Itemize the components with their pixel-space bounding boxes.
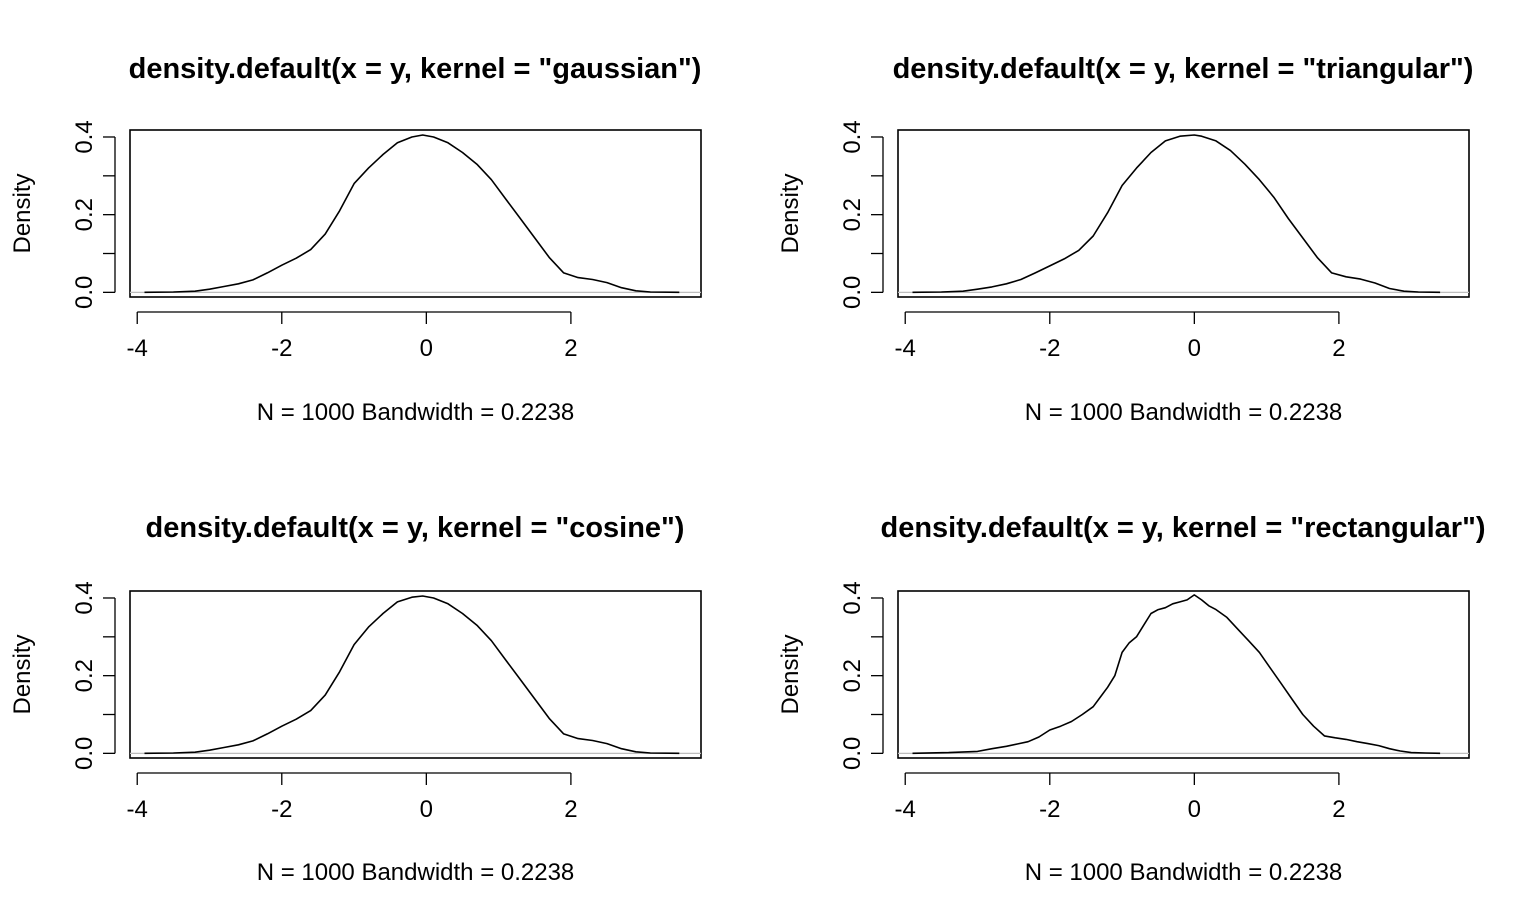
plot-frame — [897, 129, 1470, 298]
y-tick-label: 0.4 — [839, 581, 866, 614]
x-tick-label: 0 — [1188, 796, 1201, 823]
y-tick-label: 0.2 — [71, 198, 98, 231]
density-curve — [144, 595, 680, 755]
x-tick-label: -4 — [895, 335, 916, 362]
x-tick-label: 2 — [1332, 335, 1345, 362]
x-tick-label: 0 — [420, 335, 433, 362]
y-tick-label: 0.0 — [71, 276, 98, 309]
density-curve — [912, 134, 1441, 294]
x-tick-label: -4 — [895, 796, 916, 823]
x-axis-label: N = 1000 Bandwidth = 0.2238 — [1025, 859, 1343, 886]
x-axis-label: N = 1000 Bandwidth = 0.2238 — [1025, 399, 1343, 426]
y-tick-label: 0.2 — [839, 198, 866, 231]
y-axis-label: Density — [777, 634, 804, 714]
x-tick-label: 0 — [1188, 335, 1201, 362]
density-curve — [144, 134, 680, 294]
y-tick-label: 0.0 — [839, 737, 866, 770]
x-tick-label: -4 — [127, 335, 148, 362]
x-tick-label: -2 — [271, 796, 292, 823]
density-curve — [912, 594, 1441, 755]
y-axis-label: Density — [777, 173, 804, 253]
y-tick-label: 0.0 — [839, 276, 866, 309]
y-tick-label: 0.4 — [71, 581, 98, 614]
y-tick-label: 0.2 — [839, 659, 866, 692]
y-tick-label: 0.4 — [839, 120, 866, 153]
chart-title: density.default(x = y, kernel = "rectang… — [880, 512, 1485, 544]
plot-frame — [129, 129, 702, 298]
y-tick-label: 0.0 — [71, 737, 98, 770]
chart-title: density.default(x = y, kernel = "triangu… — [893, 53, 1474, 85]
x-tick-label: -2 — [1039, 796, 1060, 823]
plot-frame — [897, 590, 1470, 759]
y-axis-label: Density — [9, 173, 36, 253]
chart-title: density.default(x = y, kernel = "gaussia… — [129, 53, 702, 85]
chart-title: density.default(x = y, kernel = "cosine"… — [146, 512, 685, 544]
x-tick-label: -4 — [127, 796, 148, 823]
x-tick-label: 0 — [420, 796, 433, 823]
x-tick-label: -2 — [1039, 335, 1060, 362]
y-tick-label: 0.2 — [71, 659, 98, 692]
y-tick-label: 0.4 — [71, 120, 98, 153]
plot-frame — [129, 590, 702, 759]
x-axis-label: N = 1000 Bandwidth = 0.2238 — [257, 859, 575, 886]
x-tick-label: 2 — [1332, 796, 1345, 823]
x-axis-label: N = 1000 Bandwidth = 0.2238 — [257, 399, 575, 426]
y-axis-label: Density — [9, 634, 36, 714]
x-tick-label: 2 — [564, 335, 577, 362]
x-tick-label: -2 — [271, 335, 292, 362]
x-tick-label: 2 — [564, 796, 577, 823]
